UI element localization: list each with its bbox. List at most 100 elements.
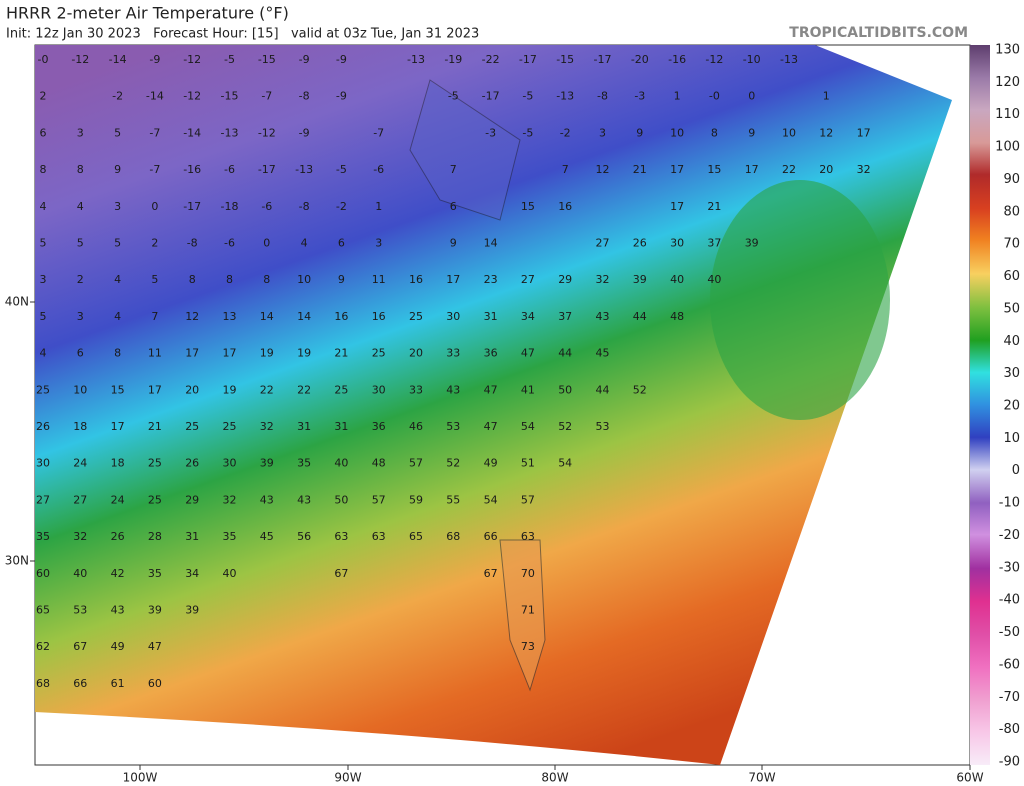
- station-value: 48: [670, 310, 684, 323]
- station-value: 30: [446, 310, 460, 323]
- station-value: 44: [596, 383, 610, 396]
- station-value: 6: [450, 200, 457, 213]
- x-axis-label: 80W: [541, 771, 568, 785]
- station-value: 9: [636, 126, 643, 139]
- station-value: 14: [484, 237, 498, 250]
- station-value: 24: [111, 493, 125, 506]
- station-value: 16: [334, 310, 348, 323]
- station-value: 30: [372, 383, 386, 396]
- station-value: 40: [73, 567, 87, 580]
- station-value: 25: [148, 493, 162, 506]
- station-value: 10: [297, 273, 311, 286]
- station-value: 34: [521, 310, 535, 323]
- y-axis-label: 30N: [5, 554, 29, 568]
- station-value: 52: [633, 383, 647, 396]
- station-value: 41: [521, 383, 535, 396]
- station-value: 9: [114, 163, 121, 176]
- station-value: 68: [446, 530, 460, 543]
- florida: [499, 539, 546, 692]
- station-value: 15: [521, 200, 535, 213]
- station-value: 52: [446, 457, 460, 470]
- x-axis-label: 90W: [334, 771, 361, 785]
- subtitle: Init: 12z Jan 30 2023 Forecast Hour: [15…: [6, 27, 479, 42]
- station-value: -12: [183, 90, 201, 103]
- station-value: 25: [223, 420, 237, 433]
- station-value: 40: [670, 273, 684, 286]
- station-value: -14: [146, 90, 164, 103]
- station-value: 63: [521, 530, 535, 543]
- station-value: 52: [558, 420, 572, 433]
- colorbar-label: 10: [1003, 431, 1020, 446]
- colorbar-label: -40: [999, 593, 1020, 608]
- station-value: 16: [372, 310, 386, 323]
- station-value: 59: [409, 493, 423, 506]
- station-value: 17: [745, 163, 759, 176]
- station-value: 60: [36, 567, 50, 580]
- x-axis-label: 60W: [956, 771, 983, 785]
- station-value: 53: [596, 420, 610, 433]
- station-value: 17: [185, 347, 199, 360]
- station-value: 8: [226, 273, 233, 286]
- station-value: -2: [112, 90, 123, 103]
- station-value: 47: [484, 420, 498, 433]
- station-value: 10: [782, 126, 796, 139]
- station-value: 44: [633, 310, 647, 323]
- station-value: -0: [709, 90, 720, 103]
- station-value: 14: [260, 310, 274, 323]
- colorbar-label: -80: [999, 722, 1020, 737]
- station-value: 5: [114, 126, 121, 139]
- station-value: -17: [482, 90, 500, 103]
- station-value: 32: [857, 163, 871, 176]
- station-value: 13: [223, 310, 237, 323]
- station-value: 5: [40, 310, 47, 323]
- colorbar: [970, 45, 990, 765]
- colorbar-label: -50: [999, 625, 1020, 640]
- station-value: -7: [373, 126, 384, 139]
- station-value: 2: [40, 90, 47, 103]
- station-value: 65: [409, 530, 423, 543]
- station-value: 28: [148, 530, 162, 543]
- station-value: 62: [36, 640, 50, 653]
- colorbar-label: 100: [995, 140, 1020, 155]
- station-value: 43: [446, 383, 460, 396]
- station-value: -2: [336, 200, 347, 213]
- station-value: 63: [372, 530, 386, 543]
- station-value: -13: [407, 53, 425, 66]
- station-value: 10: [670, 126, 684, 139]
- station-value: 3: [375, 237, 382, 250]
- colorbar-label: -60: [999, 657, 1020, 672]
- station-value: 29: [185, 493, 199, 506]
- colorbar-label: 40: [1003, 334, 1020, 349]
- station-value: 19: [223, 383, 237, 396]
- station-value: 61: [111, 677, 125, 690]
- station-value: -17: [258, 163, 276, 176]
- station-value: 50: [334, 493, 348, 506]
- station-value: 46: [409, 420, 423, 433]
- station-value: 18: [73, 420, 87, 433]
- station-value: -18: [221, 200, 239, 213]
- station-value: 17: [223, 347, 237, 360]
- station-value: -14: [109, 53, 127, 66]
- station-value: 21: [334, 347, 348, 360]
- station-value: -5: [224, 53, 235, 66]
- station-value: 35: [297, 457, 311, 470]
- station-value: -15: [258, 53, 276, 66]
- station-value: 36: [484, 347, 498, 360]
- station-value: 4: [301, 237, 308, 250]
- station-value: 33: [409, 383, 423, 396]
- station-value: 51: [521, 457, 535, 470]
- station-value: -20: [631, 53, 649, 66]
- colorbar-label: 80: [1003, 204, 1020, 219]
- station-value: 33: [446, 347, 460, 360]
- colorbar-label: -70: [999, 690, 1020, 705]
- station-value: 35: [223, 530, 237, 543]
- station-value: 17: [670, 163, 684, 176]
- station-value: 9: [338, 273, 345, 286]
- station-value: 43: [260, 493, 274, 506]
- station-value: -3: [634, 90, 645, 103]
- colorbar-label: 90: [1003, 172, 1020, 187]
- station-value: -12: [71, 53, 89, 66]
- station-value: 22: [782, 163, 796, 176]
- station-value: 24: [73, 457, 87, 470]
- station-value: 26: [633, 237, 647, 250]
